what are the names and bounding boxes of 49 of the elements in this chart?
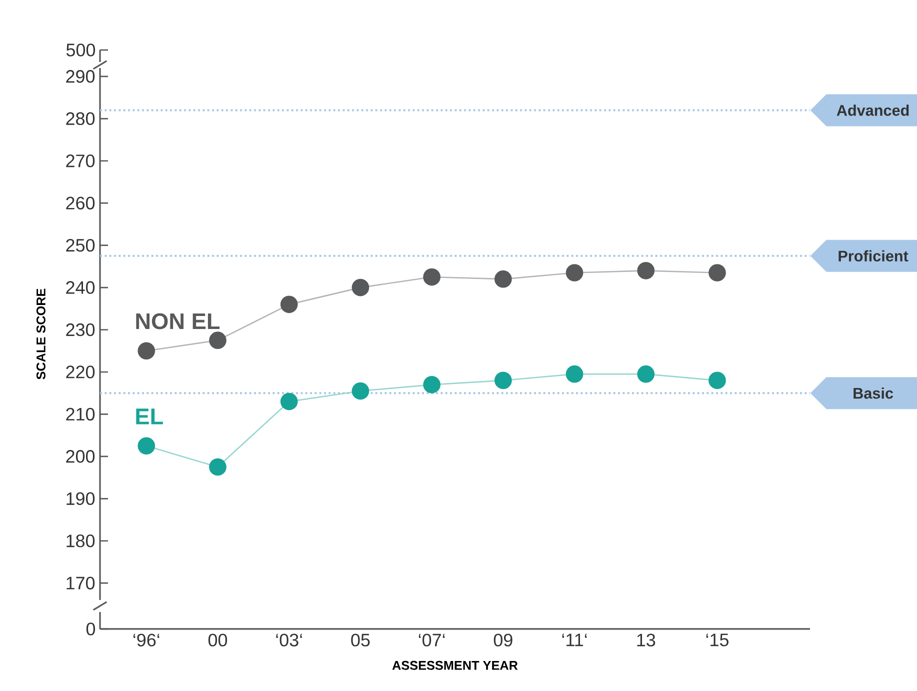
ref-line-label: Basic	[854, 387, 894, 399]
point	[423, 268, 440, 286]
text: 0	[86, 622, 96, 636]
y-axis-title: SCALE SCORE	[36, 288, 46, 380]
x-tick-label: 05	[351, 634, 370, 646]
y-tick-label: 200	[66, 450, 95, 463]
point	[280, 392, 298, 410]
y-tick-label: 270	[66, 154, 95, 168]
x-tick-label: ‘03‘	[276, 634, 302, 646]
point	[494, 372, 512, 390]
y-tick-label: 210	[66, 408, 95, 421]
y-tick-label: 240	[66, 281, 95, 294]
x-tick-label: ‘11‘	[562, 634, 587, 646]
point	[637, 262, 655, 280]
ref-line-label: Advanced	[836, 104, 909, 116]
point	[138, 342, 156, 360]
point	[138, 437, 156, 455]
point	[494, 270, 512, 288]
point	[352, 278, 370, 296]
point	[209, 332, 226, 349]
point	[708, 264, 726, 282]
series-label: NON EL	[136, 313, 220, 330]
text: 500	[66, 44, 96, 56]
y-tick-label: 180	[66, 534, 95, 548]
x-tick-label: 13	[637, 634, 656, 646]
point	[566, 264, 584, 282]
y-tick-label: 220	[66, 366, 95, 378]
point	[280, 296, 298, 314]
point	[423, 376, 440, 394]
ref-line-label: Proficient	[838, 250, 908, 262]
x-tick-label: 09	[494, 634, 512, 646]
series-label: EL	[136, 408, 163, 424]
x-tick-label: ‘15	[706, 634, 728, 646]
x-tick-label: 00	[208, 634, 228, 646]
point	[352, 382, 370, 400]
y-tick-label: 250	[66, 238, 95, 252]
y-tick-label: 280	[66, 112, 95, 126]
point	[708, 372, 726, 390]
y-tick-label: 170	[66, 576, 95, 590]
point	[637, 365, 655, 383]
x-tick-label: ‘96‘	[133, 634, 160, 646]
y-tick-label: 230	[66, 323, 95, 336]
point	[566, 365, 584, 383]
point	[209, 458, 226, 476]
y-tick-label: 290	[66, 70, 95, 83]
x-axis-title: ASSESSMENT YEAR	[392, 660, 518, 670]
x-tick-label: ‘07‘	[418, 634, 445, 646]
y-tick-label: 260	[66, 196, 95, 210]
y-tick-label: 190	[66, 492, 95, 506]
